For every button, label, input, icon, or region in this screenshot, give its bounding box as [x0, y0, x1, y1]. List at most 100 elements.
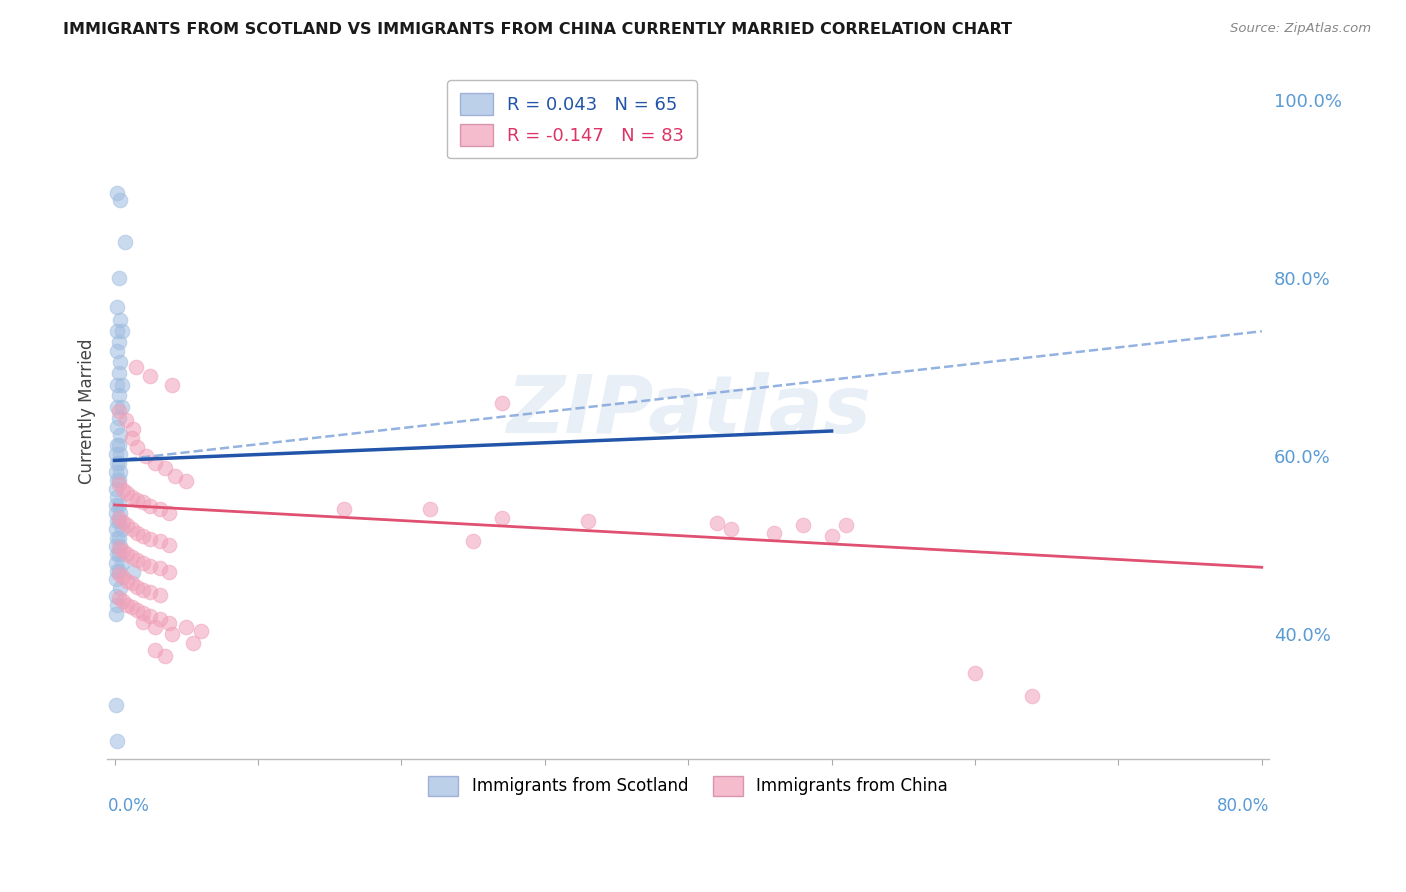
Point	[110, 539, 132, 553]
Point	[160, 377, 183, 392]
Point	[108, 473, 131, 487]
Point	[127, 493, 149, 508]
Point	[792, 517, 814, 532]
Point	[104, 589, 127, 603]
Point	[121, 431, 143, 445]
Point	[576, 514, 599, 528]
Point	[112, 515, 135, 529]
Text: 80.0%: 80.0%	[1216, 797, 1270, 815]
Point	[122, 565, 145, 579]
Point	[117, 547, 139, 561]
Point	[107, 514, 129, 528]
Point	[419, 502, 441, 516]
Point	[149, 561, 172, 575]
Point	[139, 532, 162, 546]
Point	[132, 529, 155, 543]
Point	[104, 607, 127, 621]
Point	[160, 627, 183, 641]
Point	[132, 495, 155, 509]
Point	[163, 468, 186, 483]
Point	[117, 518, 139, 533]
Point	[115, 413, 138, 427]
Y-axis label: Currently Married: Currently Married	[79, 339, 96, 484]
Point	[125, 359, 148, 374]
Point	[174, 474, 197, 488]
Point	[139, 558, 162, 573]
Point	[104, 539, 127, 553]
Point	[108, 410, 131, 425]
Point	[139, 585, 162, 599]
Point	[112, 594, 135, 608]
Point	[149, 612, 172, 626]
Point	[112, 544, 135, 558]
Text: Source: ZipAtlas.com: Source: ZipAtlas.com	[1230, 22, 1371, 36]
Point	[157, 565, 180, 579]
Point	[104, 572, 127, 586]
Point	[153, 461, 176, 475]
Point	[108, 498, 131, 512]
Point	[333, 502, 356, 516]
Point	[157, 615, 180, 630]
Point	[461, 533, 484, 548]
Point	[110, 506, 132, 520]
Point	[107, 473, 129, 487]
Point	[127, 440, 149, 454]
Point	[127, 603, 149, 617]
Point	[107, 490, 129, 504]
Point	[820, 529, 842, 543]
Point	[143, 620, 166, 634]
Point	[112, 483, 135, 497]
Point	[107, 186, 129, 201]
Point	[107, 324, 129, 338]
Point	[112, 570, 135, 584]
Point	[114, 235, 136, 250]
Point	[108, 388, 131, 402]
Legend: Immigrants from Scotland, Immigrants from China: Immigrants from Scotland, Immigrants fro…	[422, 769, 955, 803]
Point	[127, 553, 149, 567]
Point	[107, 300, 129, 314]
Text: 0.0%: 0.0%	[107, 797, 149, 815]
Point	[108, 547, 131, 561]
Point	[108, 477, 131, 491]
Point	[139, 368, 162, 383]
Point	[121, 576, 143, 591]
Point	[117, 574, 139, 588]
Point	[117, 598, 139, 612]
Point	[706, 516, 728, 530]
Point	[107, 377, 129, 392]
Point	[127, 525, 149, 540]
Point	[190, 624, 212, 639]
Point	[107, 456, 129, 470]
Point	[139, 609, 162, 624]
Point	[149, 534, 172, 549]
Point	[491, 395, 513, 409]
Point	[143, 456, 166, 470]
Point	[110, 581, 132, 595]
Point	[132, 556, 155, 570]
Point	[108, 514, 131, 528]
Point	[107, 598, 129, 612]
Point	[108, 541, 131, 555]
Point	[110, 312, 132, 326]
Point	[720, 522, 742, 536]
Point	[132, 615, 155, 629]
Point	[157, 538, 180, 552]
Point	[108, 591, 131, 606]
Point	[763, 525, 786, 540]
Point	[108, 438, 131, 452]
Point	[108, 564, 131, 578]
Point	[108, 270, 131, 285]
Point	[121, 549, 143, 564]
Point	[111, 556, 134, 570]
Point	[110, 465, 132, 479]
Point	[111, 324, 134, 338]
Point	[121, 522, 143, 536]
Point	[135, 449, 157, 463]
Point	[139, 499, 162, 513]
Point	[110, 428, 132, 442]
Point	[104, 698, 127, 713]
Point	[108, 404, 131, 418]
Point	[143, 643, 166, 657]
Point	[107, 400, 129, 414]
Point	[104, 556, 127, 570]
